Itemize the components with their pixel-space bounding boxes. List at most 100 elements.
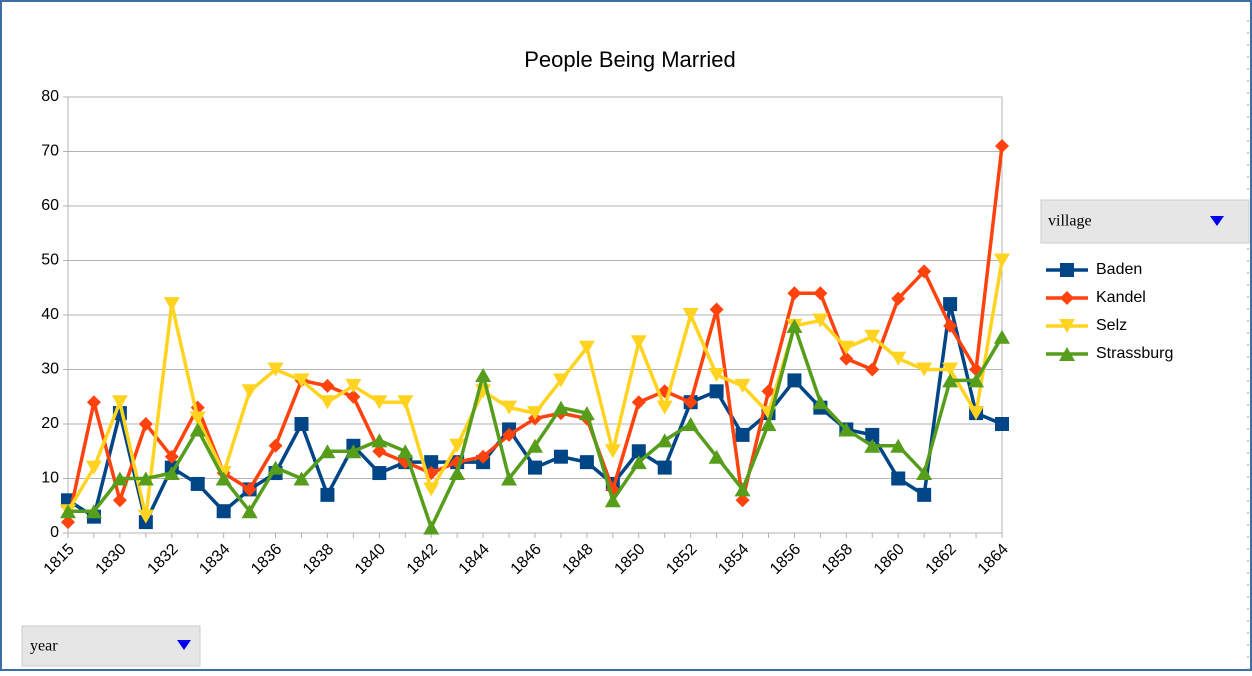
- marker: [397, 395, 414, 410]
- marker: [423, 520, 440, 535]
- dropdown-box[interactable]: [21, 625, 201, 667]
- marker: [215, 471, 232, 486]
- marker: [268, 438, 283, 453]
- marker: [942, 373, 959, 388]
- marker: [553, 449, 568, 464]
- marker: [865, 427, 880, 442]
- marker: [891, 291, 906, 306]
- marker: [267, 460, 284, 475]
- marker: [578, 406, 595, 421]
- marker: [812, 313, 829, 328]
- marker: [708, 367, 725, 382]
- marker: [61, 515, 75, 530]
- marker: [320, 378, 335, 393]
- marker: [630, 455, 647, 470]
- marker: [994, 329, 1010, 344]
- y-tick-label: 40: [41, 306, 59, 323]
- marker: [112, 493, 127, 508]
- marker: [735, 493, 750, 508]
- marker: [552, 400, 569, 415]
- marker: [163, 297, 180, 312]
- marker: [994, 253, 1010, 268]
- marker: [86, 395, 101, 410]
- marker: [189, 422, 206, 437]
- marker: [631, 444, 646, 459]
- marker: [397, 444, 414, 459]
- marker: [761, 384, 776, 399]
- marker: [917, 487, 932, 502]
- marker: [242, 482, 257, 497]
- marker: [578, 340, 595, 355]
- marker: [838, 340, 855, 355]
- marker: [656, 433, 673, 448]
- legend-label: Kandel: [1096, 289, 1146, 306]
- marker: [424, 455, 439, 470]
- marker: [631, 395, 646, 410]
- marker: [604, 493, 621, 508]
- marker: [604, 444, 621, 459]
- legend-marker: [1060, 263, 1074, 277]
- marker: [294, 417, 309, 431]
- marker: [995, 417, 1009, 431]
- marker: [579, 455, 594, 470]
- marker: [630, 335, 647, 350]
- marker: [839, 351, 854, 366]
- dropdown-arrow[interactable]: [177, 640, 191, 650]
- marker: [812, 395, 829, 410]
- marker: [293, 373, 310, 388]
- marker: [682, 308, 699, 322]
- y-tick-label: 70: [41, 143, 59, 160]
- y-tick-label: 20: [41, 415, 59, 432]
- marker: [735, 427, 750, 442]
- marker: [786, 318, 803, 333]
- marker: [760, 417, 777, 431]
- marker: [346, 389, 361, 404]
- series: [60, 318, 1010, 535]
- marker: [527, 438, 543, 453]
- marker: [85, 460, 102, 475]
- y-tick-label: 10: [41, 470, 59, 487]
- marker: [501, 400, 518, 415]
- marker: [657, 460, 672, 475]
- marker: [683, 395, 698, 410]
- marker: [319, 444, 336, 459]
- marker: [319, 395, 336, 410]
- marker: [502, 427, 517, 442]
- marker: [552, 373, 569, 388]
- marker: [372, 466, 387, 481]
- village-dropdown[interactable]: village: [1040, 199, 1250, 244]
- marker: [476, 449, 491, 464]
- marker: [60, 504, 76, 519]
- marker: [813, 286, 828, 301]
- y-tick-label: 50: [41, 252, 59, 269]
- marker: [734, 378, 751, 393]
- marker: [189, 411, 206, 426]
- marker: [709, 384, 724, 399]
- marker: [138, 417, 153, 431]
- marker: [734, 482, 751, 497]
- marker: [864, 329, 881, 344]
- marker: [890, 438, 907, 453]
- dropdown-label: year: [30, 638, 58, 655]
- y-tick-label: 80: [41, 88, 59, 105]
- marker: [241, 384, 258, 399]
- marker: [943, 318, 958, 333]
- legend-marker: [1059, 347, 1075, 361]
- dropdown-label: village: [1048, 213, 1092, 230]
- marker: [942, 362, 959, 377]
- marker: [917, 264, 932, 279]
- marker: [968, 373, 985, 388]
- legend-marker: [1060, 291, 1074, 305]
- marker: [372, 444, 387, 459]
- series: [61, 139, 1009, 530]
- marker: [423, 482, 440, 497]
- marker: [449, 466, 466, 481]
- marker: [943, 297, 958, 312]
- marker: [164, 449, 179, 464]
- year-dropdown[interactable]: year: [21, 625, 201, 667]
- marker: [267, 362, 284, 377]
- y-tick-label: 0: [50, 524, 59, 541]
- dropdown-arrow[interactable]: [1210, 216, 1224, 226]
